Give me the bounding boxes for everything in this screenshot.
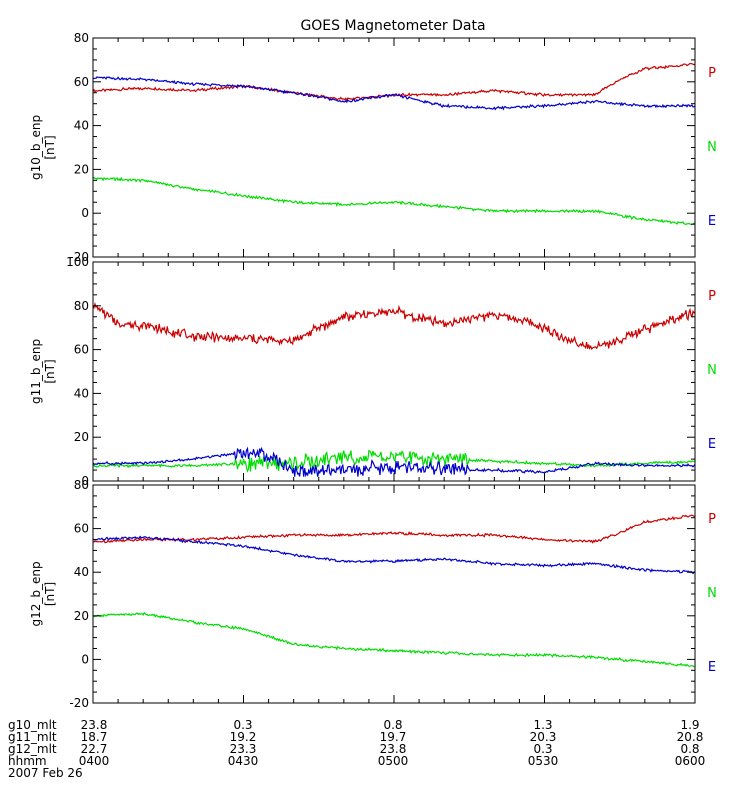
series-line-E	[92, 446, 696, 478]
y-tick-label: -20	[69, 250, 89, 264]
y-axis-unit: [nT]	[43, 582, 57, 606]
plot-frame	[92, 484, 696, 704]
y-tick-label: 20	[74, 609, 89, 623]
legend-P: P	[708, 66, 716, 81]
series-line-N	[92, 611, 696, 668]
x-row-value: 1.3	[533, 718, 552, 732]
y-tick-label: 20	[74, 162, 89, 176]
series-line-E	[92, 535, 696, 575]
x-row-value: 20.3	[530, 730, 557, 744]
x-row-value: 0.8	[680, 742, 699, 756]
legend-N: N	[707, 140, 717, 155]
panel-3: -20 0 20 40 60 80 g12_b_enp [nT] P N E	[29, 478, 717, 710]
y-axis-unit: [nT]	[43, 359, 57, 383]
y-tick-label: 0	[81, 206, 89, 220]
x-row-value: 18.7	[81, 730, 108, 744]
y-tick-label: 20	[74, 430, 89, 444]
x-row-value: 23.8	[81, 718, 108, 732]
y-tick-label: 80	[74, 299, 89, 313]
y-tick-label: 60	[74, 522, 89, 536]
x-row-value: 19.7	[380, 730, 407, 744]
x-row-value: 23.8	[380, 742, 407, 756]
series-line-P	[92, 301, 696, 350]
x-row-value: 0400	[79, 754, 110, 768]
x-row-value: 0.8	[383, 718, 402, 732]
y-tick-label: 80	[74, 31, 89, 45]
legend-P: P	[708, 512, 716, 527]
x-row-value: 1.9	[680, 718, 699, 732]
x-row-value: 0.3	[233, 718, 252, 732]
legend-E: E	[708, 660, 716, 675]
y-tick-label: 80	[74, 478, 89, 492]
legend-N: N	[707, 586, 717, 601]
y-axis-label: g11_b_enp	[29, 339, 43, 404]
y-axis-unit: [nT]	[43, 135, 57, 159]
y-tick-label: 40	[74, 119, 89, 133]
y-axis-label: g12_b_enp	[29, 561, 43, 626]
series-line-P	[92, 62, 696, 102]
x-row-value: 22.7	[81, 742, 108, 756]
panel-2: 0 20 40 60 80 100 g11_b_enp [nT] P N E	[29, 255, 717, 488]
x-row-value: 0500	[378, 754, 409, 768]
plot-frame	[92, 261, 696, 482]
x-row-value: 0600	[675, 754, 706, 768]
x-row-value: 0.3	[533, 742, 552, 756]
x-row-value: 0530	[528, 754, 559, 768]
legend-E: E	[708, 214, 716, 229]
y-tick-label: 100	[66, 255, 89, 269]
x-row-label: g11_mlt	[8, 730, 57, 744]
y-axis-label: g10_b_enp	[29, 115, 43, 180]
x-row-value: 19.2	[230, 730, 257, 744]
x-row-label: g12_mlt	[8, 742, 57, 756]
y-tick-label: 40	[74, 386, 89, 400]
panel-1: -20 0 20 40 60 80 g10_b_enp [nT] P N E	[29, 31, 717, 264]
series-line-N	[92, 449, 696, 473]
legend-P: P	[708, 289, 716, 304]
series-line-N	[92, 176, 695, 226]
y-tick-label: 0	[81, 474, 89, 488]
y-tick-label: 60	[74, 75, 89, 89]
chart-title: GOES Magnetometer Data	[300, 18, 485, 34]
y-tick-label: 40	[74, 565, 89, 579]
y-tick-label: 60	[74, 343, 89, 357]
x-row-label: hhmm	[8, 754, 47, 768]
plot-frame	[92, 37, 696, 258]
y-tick-label: -20	[69, 696, 89, 710]
y-tick-label: 0	[81, 652, 89, 666]
x-row-value: 23.3	[230, 742, 257, 756]
series-line-P	[92, 514, 696, 544]
legend-N: N	[707, 363, 717, 378]
x-row-value: 20.8	[677, 730, 704, 744]
date-label: 2007 Feb 26	[8, 766, 83, 780]
series-line-E	[92, 76, 696, 111]
x-row-value: 0430	[228, 754, 259, 768]
x-row-label: g10_mlt	[8, 718, 57, 732]
legend-E: E	[708, 437, 716, 452]
